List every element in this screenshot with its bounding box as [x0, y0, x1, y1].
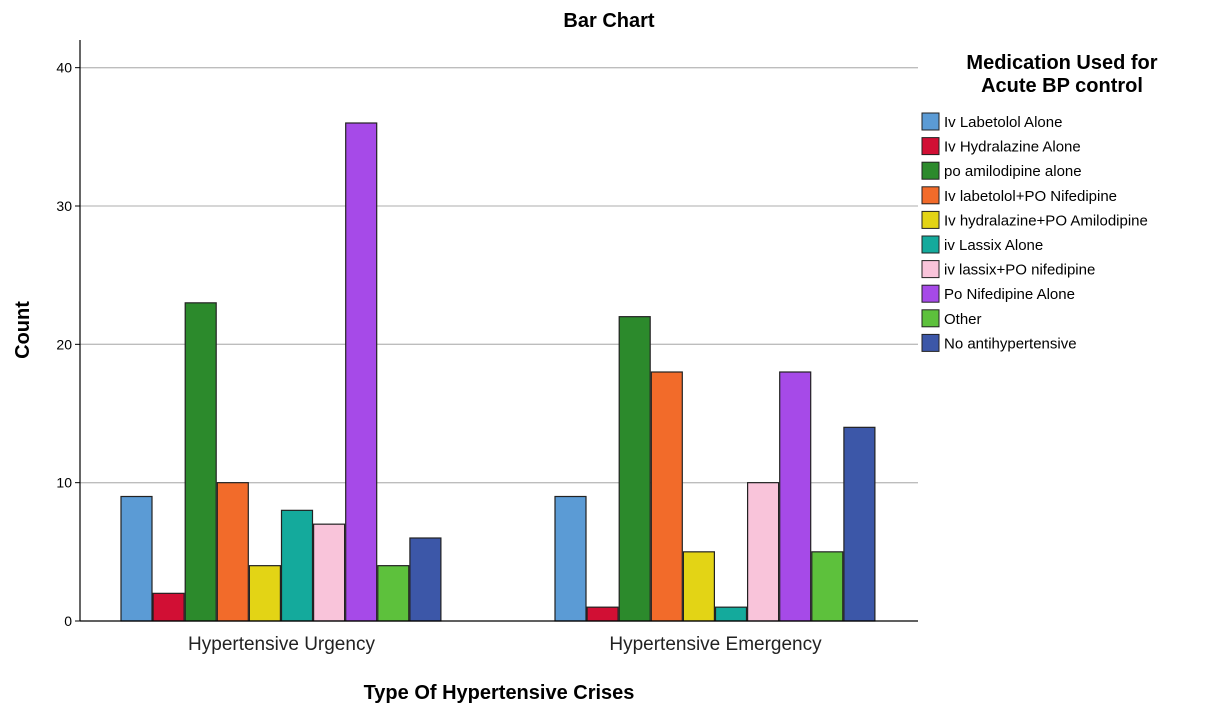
- bar-urgency-6: [313, 523, 346, 622]
- bar-urgency-0: [120, 495, 153, 622]
- y-tick-label: 20: [56, 336, 72, 352]
- legend-swatch: [921, 186, 940, 205]
- legend-swatch: [921, 112, 940, 131]
- legend-swatch: [921, 260, 940, 279]
- legend-label: iv lassix+PO nifedipine: [944, 262, 1095, 279]
- bar-emergency-2: [618, 316, 651, 622]
- legend-swatch: [921, 309, 940, 328]
- legend-label: iv Lassix Alone: [944, 237, 1043, 254]
- bar-emergency-0: [554, 495, 587, 622]
- legend-swatch: [921, 284, 940, 303]
- legend-label: Iv labetolol+PO Nifedipine: [944, 188, 1117, 205]
- x-category-label: Hypertensive Emergency: [609, 634, 822, 655]
- legend-label: Iv hydralazine+PO Amilodipine: [944, 212, 1148, 229]
- legend-label: Iv Hydralazine Alone: [944, 139, 1081, 156]
- y-tick-label: 10: [56, 475, 72, 491]
- legend-title: Medication Used for: [966, 52, 1157, 74]
- legend-swatch: [921, 235, 940, 254]
- bar-urgency-4: [248, 565, 281, 622]
- bar-urgency-5: [280, 509, 314, 622]
- bar-emergency-6: [746, 482, 780, 622]
- legend-label: po amilodipine alone: [944, 163, 1082, 180]
- x-category-label: Hypertensive Urgency: [188, 634, 375, 655]
- y-ticks: 0 10 20 30 40: [56, 60, 80, 629]
- legend-label: Other: [944, 311, 982, 328]
- bar-emergency-8: [811, 551, 844, 622]
- y-tick-label: 0: [64, 613, 72, 629]
- legend-swatch: [921, 210, 940, 229]
- bar-emergency-7: [779, 371, 812, 622]
- bar-emergency-4: [682, 551, 716, 622]
- bar-urgency-7: [345, 122, 378, 622]
- legend-swatch: [921, 333, 940, 352]
- legend-swatch: [921, 161, 940, 180]
- legend-label: Po Nifedipine Alone: [944, 286, 1075, 303]
- bar-emergency-5: [714, 606, 748, 622]
- y-tick-label: 40: [56, 60, 72, 76]
- bar-urgency-1: [152, 592, 185, 622]
- legend-title: Acute BP control: [981, 75, 1143, 97]
- bar-emergency-1: [586, 606, 619, 622]
- x-axis-title: Type Of Hypertensive Crises: [364, 682, 635, 704]
- bars: [120, 122, 876, 622]
- x-categories: Hypertensive Urgency Hypertensive Emergen…: [188, 634, 822, 655]
- y-axis-title: Count: [12, 301, 34, 359]
- bar-emergency-9: [843, 426, 876, 622]
- y-tick-label: 30: [56, 198, 72, 214]
- chart-title: Bar Chart: [563, 10, 654, 32]
- legend-swatch: [921, 137, 940, 156]
- legend-label: Iv Labetolol Alone: [944, 114, 1062, 131]
- bar-urgency-8: [377, 565, 410, 622]
- legend-label: No antihypertensive: [944, 335, 1077, 352]
- bar-urgency-2: [184, 302, 217, 622]
- bar-emergency-3: [650, 371, 683, 622]
- bar-urgency-9: [409, 537, 442, 622]
- bar-urgency-3: [216, 482, 249, 622]
